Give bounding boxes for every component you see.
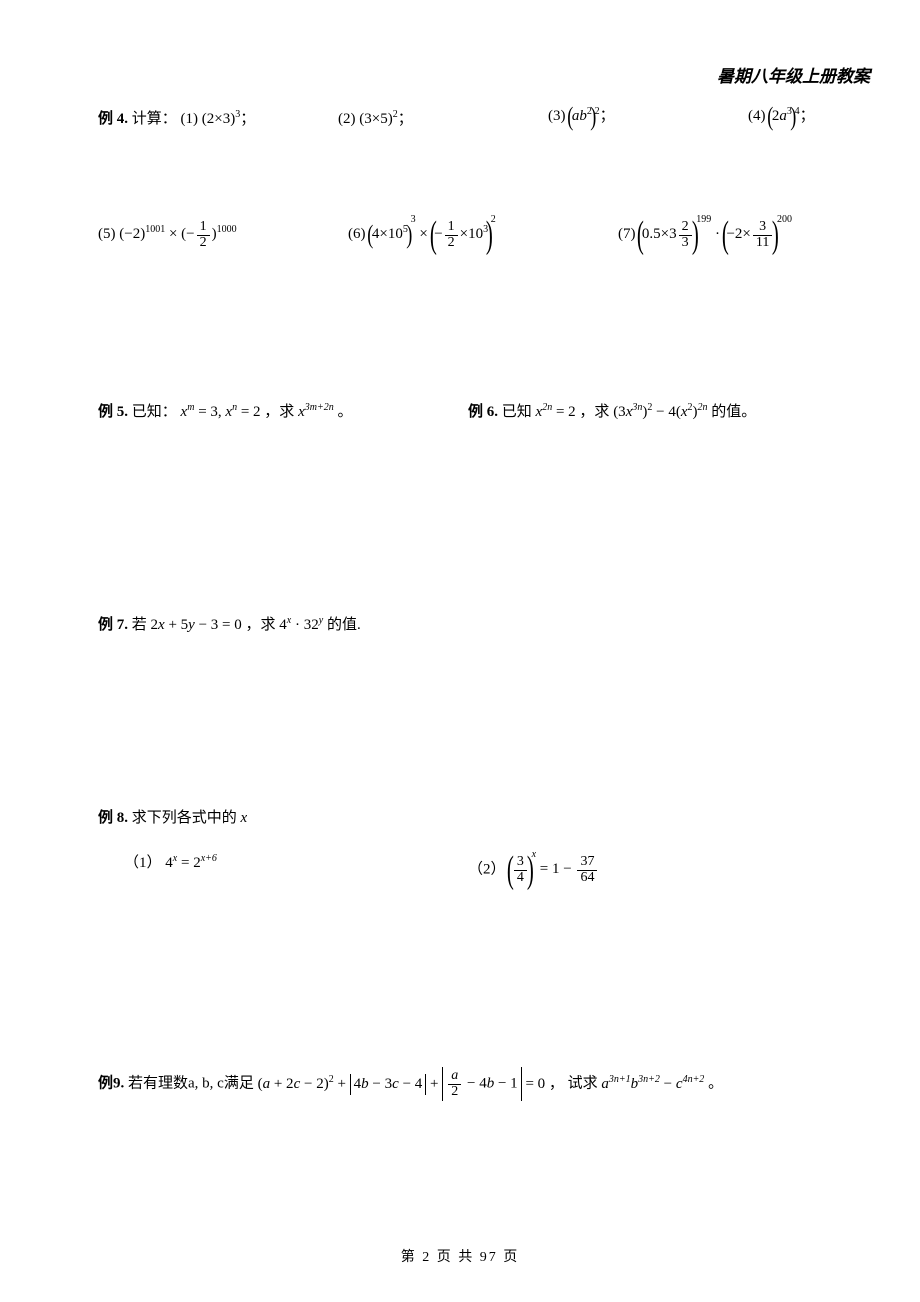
page-current: 2 bbox=[422, 1250, 431, 1265]
ex7-target: 4x · 32y bbox=[279, 617, 327, 633]
ex8-item-1: 4x = 2x+6 bbox=[165, 855, 217, 871]
example-9-label: 例9. bbox=[98, 1076, 124, 1092]
example-4-prefix: 计算： bbox=[132, 111, 177, 127]
ex9-expression: (a + 2c − 2)2 + 4b − 3c − 4 + a2 − 4b − … bbox=[258, 1076, 568, 1092]
example-8-title: 例 8. 求下列各式中的 x bbox=[98, 806, 822, 827]
example-8-label: 例 8. bbox=[98, 810, 128, 826]
example-4-label: 例 4. bbox=[98, 111, 128, 127]
example-4-row-1: 例 4. 计算： (1) (2×3)3； (2) (3×5)2； (3) (ab… bbox=[98, 104, 822, 130]
ex4-item-7: (7) (0.5×323)199 · (−2×311)200 bbox=[618, 226, 792, 242]
example-6-label: 例 6. bbox=[468, 404, 498, 420]
ex4-item-2: (2) (3×5)2； bbox=[338, 111, 413, 127]
ex5-expression: xm = 3, xn = 2 bbox=[181, 404, 265, 420]
ex6-expression: x2n = 2 bbox=[536, 404, 580, 420]
example-5-label: 例 5. bbox=[98, 404, 128, 420]
ex4-item-5: (5) (−2)1001 × (−12)1000 bbox=[98, 226, 237, 242]
ex4-item-6: (6) (4×105)3 × (−12×103)2 bbox=[348, 226, 496, 242]
ex4-item-1: (1) (2×3)3； bbox=[181, 111, 256, 127]
ex8-item-2: (34)x = 1 − 3764 bbox=[509, 861, 599, 877]
example-5-6-row: 例 5. 已知： xm = 3, xn = 2 ，求 x3m+2n 。 例 6.… bbox=[98, 400, 822, 421]
ex9-target: a3n+1b3n+2 − c4n+2 bbox=[601, 1076, 708, 1092]
example-8-items: （1） 4x = 2x+6 （2） (34)x = 1 − 3764 bbox=[98, 851, 822, 889]
page-footer: 第 2 页 共 97 页 bbox=[0, 1246, 920, 1266]
page: 暑期八年级上册教案 例 4. 计算： (1) (2×3)3； (2) (3×5)… bbox=[0, 0, 920, 1302]
example-7-row: 例 7. 若 2x + 5y − 3 = 0 ，求 4x · 32y 的值. bbox=[98, 613, 822, 634]
page-total: 97 bbox=[480, 1250, 498, 1265]
ex4-item-4: (4) (2a3)4； bbox=[748, 108, 815, 124]
header-note: 暑期八年级上册教案 bbox=[717, 62, 870, 87]
example-4-row-2: (5) (−2)1001 × (−12)1000 (6) (4×105)3 × … bbox=[98, 216, 822, 254]
ex7-condition: 2x + 5y − 3 = 0 bbox=[151, 617, 242, 633]
ex4-item-3: (3) (ab2)2； bbox=[548, 108, 615, 124]
example-7-label: 例 7. bbox=[98, 617, 128, 633]
example-9-row: 例9. 若有理数a, b, c满足 (a + 2c − 2)2 + 4b − 3… bbox=[98, 1067, 822, 1101]
